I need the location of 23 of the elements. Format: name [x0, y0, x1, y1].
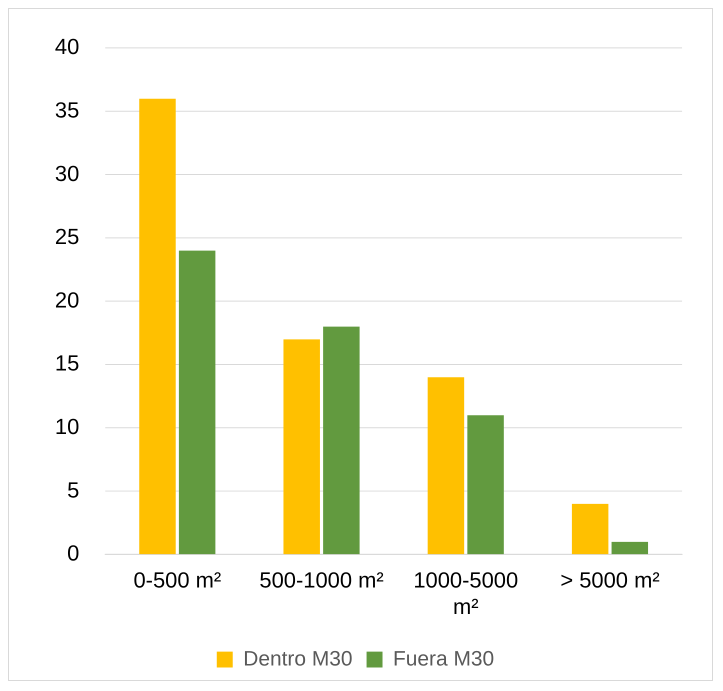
y-tick-label: 0	[67, 540, 80, 566]
bar	[178, 250, 216, 554]
bar	[323, 326, 360, 554]
y-tick-label: 40	[54, 34, 80, 60]
bar	[428, 377, 464, 554]
bar	[139, 98, 176, 554]
y-tick-label: 15	[54, 350, 80, 376]
y-tick-label: 30	[54, 160, 80, 186]
bar	[283, 339, 320, 554]
x-tick-label: 0-500 m²	[133, 568, 222, 593]
x-tick-label: > 5000 m²	[560, 568, 660, 593]
x-tick-label: 500-1000 m²	[259, 568, 384, 593]
y-tick-label: 5	[67, 477, 80, 502]
y-tick-label: 25	[54, 224, 80, 250]
y-tick-label: 20	[54, 287, 80, 312]
bar	[572, 504, 608, 554]
y-tick-label: 10	[54, 414, 80, 439]
legend-label: Fuera M30	[392, 647, 494, 670]
bar	[612, 542, 648, 554]
legend-label: Dentro M30	[243, 647, 353, 670]
y-tick-label: 35	[54, 97, 80, 122]
x-tick-label: 1000-5000 m²	[413, 568, 518, 620]
bar	[467, 415, 504, 554]
